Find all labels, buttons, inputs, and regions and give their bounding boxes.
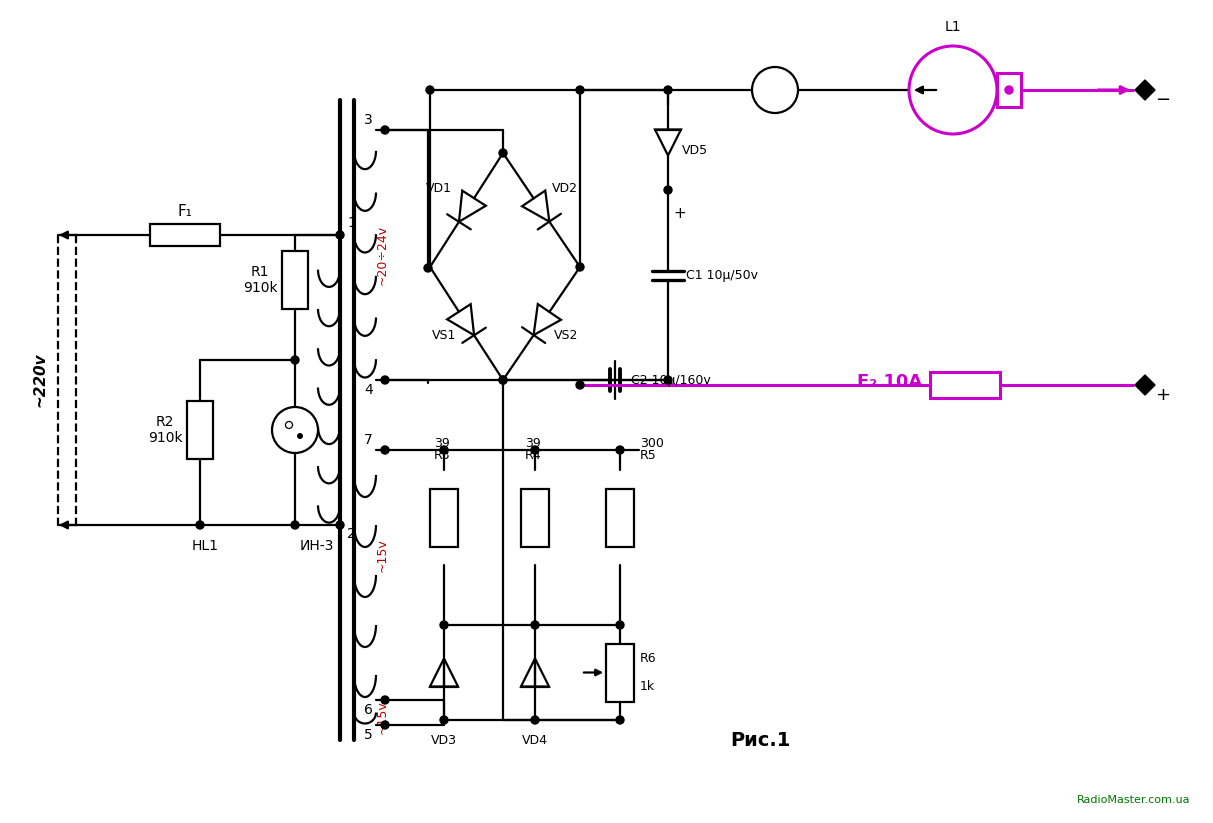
Bar <box>930 372 1000 398</box>
Circle shape <box>531 716 539 724</box>
Circle shape <box>499 376 507 384</box>
Circle shape <box>531 446 539 454</box>
Circle shape <box>291 356 298 364</box>
Text: F₂ 10A: F₂ 10A <box>856 373 922 391</box>
Circle shape <box>664 86 672 94</box>
Circle shape <box>381 376 389 384</box>
Circle shape <box>616 621 623 629</box>
Circle shape <box>616 716 623 724</box>
Text: R3: R3 <box>434 449 450 462</box>
Text: −: − <box>1156 91 1171 109</box>
Circle shape <box>531 621 539 629</box>
Text: 5: 5 <box>364 728 374 742</box>
Circle shape <box>440 446 448 454</box>
Circle shape <box>381 721 389 729</box>
Text: +: + <box>1156 386 1171 404</box>
Circle shape <box>576 381 583 389</box>
Text: A: A <box>769 82 781 97</box>
Bar <box>522 489 549 546</box>
Circle shape <box>1006 86 1013 94</box>
Text: 300: 300 <box>640 437 664 450</box>
Polygon shape <box>1135 80 1155 100</box>
Circle shape <box>426 86 434 94</box>
Text: Рис.1: Рис.1 <box>730 731 790 750</box>
Circle shape <box>752 67 798 113</box>
Text: VD3: VD3 <box>431 734 457 747</box>
Bar <box>606 644 634 701</box>
Text: HL1: HL1 <box>192 539 218 553</box>
Circle shape <box>297 433 303 439</box>
Circle shape <box>499 149 507 157</box>
Text: 39: 39 <box>434 437 450 450</box>
Text: 3: 3 <box>364 113 374 127</box>
Text: 1k: 1k <box>640 681 655 694</box>
Circle shape <box>909 46 997 134</box>
Text: VS1: VS1 <box>432 328 456 342</box>
Circle shape <box>499 376 507 384</box>
Circle shape <box>272 407 318 453</box>
Circle shape <box>197 521 204 529</box>
Circle shape <box>440 621 448 629</box>
Text: F₁: F₁ <box>177 204 193 219</box>
Text: C2 10μ/160v: C2 10μ/160v <box>631 374 711 387</box>
Text: RadioMaster.com.ua: RadioMaster.com.ua <box>1076 795 1190 805</box>
Bar <box>997 73 1021 107</box>
Bar <box>606 489 634 546</box>
Circle shape <box>576 86 583 94</box>
Text: ~220v: ~220v <box>33 353 47 407</box>
Text: 1: 1 <box>347 216 355 230</box>
Text: R1
910k: R1 910k <box>243 265 278 295</box>
Bar <box>281 251 308 309</box>
Text: 39: 39 <box>525 437 541 450</box>
Circle shape <box>616 446 623 454</box>
Text: 4: 4 <box>364 383 374 397</box>
Text: C1 10μ/50v: C1 10μ/50v <box>687 268 758 281</box>
Text: R2
910k: R2 910k <box>148 415 182 445</box>
Text: ~15v: ~15v <box>376 538 388 572</box>
Text: R4: R4 <box>525 449 541 462</box>
Circle shape <box>664 376 672 384</box>
Bar <box>150 224 220 246</box>
Polygon shape <box>1135 375 1155 395</box>
Circle shape <box>381 696 389 704</box>
Text: ~20÷24v: ~20÷24v <box>376 225 388 285</box>
Text: ~15v: ~15v <box>376 700 388 734</box>
Circle shape <box>576 263 583 271</box>
Circle shape <box>336 521 344 529</box>
Text: VD4: VD4 <box>522 734 548 747</box>
Text: +: + <box>673 206 685 221</box>
Text: R5: R5 <box>640 449 656 462</box>
Text: VD2: VD2 <box>552 182 577 195</box>
Text: R6: R6 <box>640 652 656 664</box>
Text: 6: 6 <box>364 703 374 717</box>
Text: L1: L1 <box>945 20 962 34</box>
Circle shape <box>381 126 389 134</box>
Bar <box>429 489 459 546</box>
Circle shape <box>425 264 432 272</box>
Circle shape <box>440 716 448 724</box>
Circle shape <box>381 446 389 454</box>
Text: VS2: VS2 <box>553 328 577 342</box>
Text: 7: 7 <box>364 433 374 447</box>
Text: VD1: VD1 <box>426 182 451 195</box>
Circle shape <box>664 186 672 194</box>
Text: 2: 2 <box>347 527 355 541</box>
Circle shape <box>336 231 344 239</box>
Text: VD5: VD5 <box>682 143 708 156</box>
Text: ИН-3: ИН-3 <box>300 539 335 553</box>
Bar <box>187 401 213 459</box>
Circle shape <box>291 521 298 529</box>
